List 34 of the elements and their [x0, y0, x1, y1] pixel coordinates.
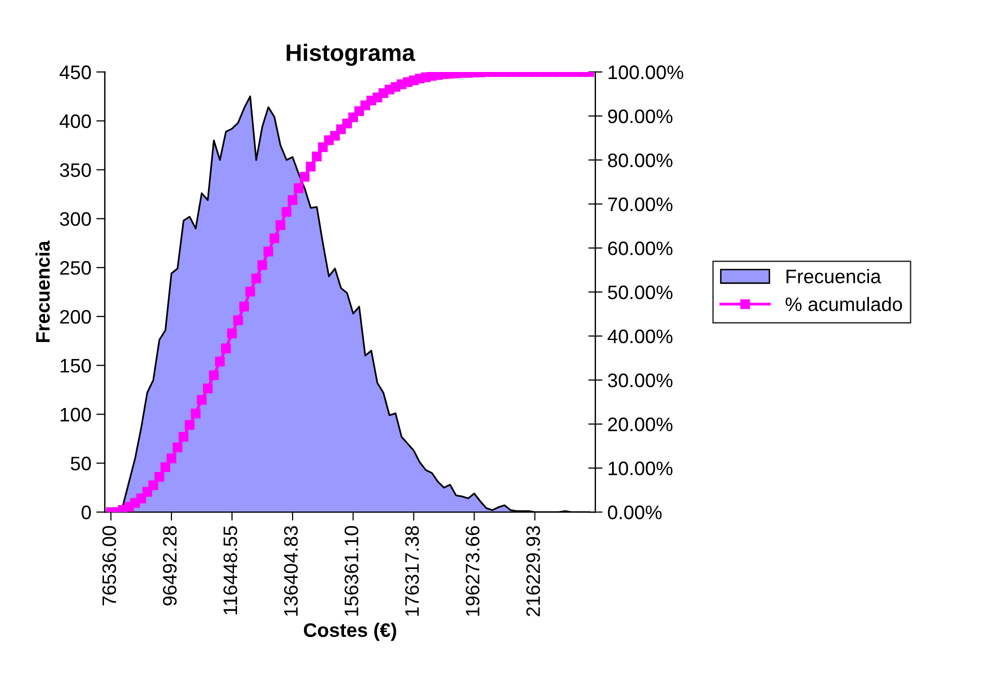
y-tick-label: 100 — [60, 408, 91, 422]
chart-title: Histograma — [286, 44, 416, 66]
x-tick-label: 216229.93 — [526, 526, 540, 616]
legend-label: Frecuencia — [786, 269, 882, 284]
y2-tick-label: 50.00% — [608, 285, 672, 300]
y2-tick-label: 30.00% — [608, 374, 672, 388]
y2-tick-label: 70.00% — [608, 197, 672, 212]
y2-tick-label: 100.00% — [608, 65, 684, 80]
x-tick-label: 196273.66 — [466, 526, 480, 616]
y2-tick-label: 20.00% — [608, 418, 672, 432]
y2-tick-label: 40.00% — [608, 330, 672, 344]
y-tick-label: 50 — [70, 456, 91, 470]
x-axis-title: Costes (€) — [304, 622, 396, 641]
legend-label: % acumulado — [786, 296, 902, 312]
y2-tick-label: 80.00% — [608, 153, 672, 168]
x-tick-label: 176317.38 — [405, 526, 419, 616]
y-tick-label: 200 — [60, 310, 91, 324]
x-tick-label: 76536.00 — [102, 526, 116, 606]
y-tick-label: 450 — [60, 65, 91, 80]
x-tick-label: 136404.83 — [284, 526, 298, 616]
y-tick-label: 250 — [60, 261, 91, 275]
x-tick-label: 116448.55 — [223, 526, 238, 614]
y-axis-title: Frecuencia — [36, 240, 50, 342]
y2-tick-label: 60.00% — [608, 241, 672, 256]
y-tick-label: 400 — [60, 114, 91, 128]
y2-tick-label: 90.00% — [608, 109, 672, 124]
x-tick-label: 96492.28 — [162, 526, 177, 606]
y2-tick-label: 0.00% — [608, 506, 662, 520]
y-tick-label: 0 — [82, 506, 91, 520]
y-tick-label: 300 — [60, 212, 91, 226]
y-tick-label: 150 — [60, 358, 91, 373]
y-tick-label: 350 — [60, 163, 91, 178]
y2-tick-label: 10.00% — [608, 462, 672, 476]
x-tick-label: 156361.10 — [344, 526, 358, 616]
